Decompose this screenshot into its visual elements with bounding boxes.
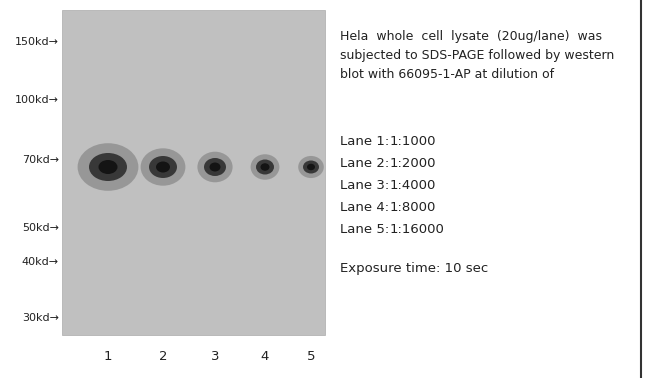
Text: 150kd→: 150kd→ bbox=[15, 37, 59, 47]
Text: 40kd→: 40kd→ bbox=[22, 257, 59, 267]
Ellipse shape bbox=[204, 158, 226, 176]
Text: 30kd→: 30kd→ bbox=[22, 313, 59, 323]
Text: Lane 5:: Lane 5: bbox=[340, 223, 389, 236]
Text: subjected to SDS-PAGE followed by western: subjected to SDS-PAGE followed by wester… bbox=[340, 49, 614, 62]
Ellipse shape bbox=[149, 156, 177, 178]
Ellipse shape bbox=[198, 152, 233, 182]
Text: Hela  whole  cell  lysate  (20ug/lane)  was: Hela whole cell lysate (20ug/lane) was bbox=[340, 30, 602, 43]
Text: Lane 1:: Lane 1: bbox=[340, 135, 389, 148]
Ellipse shape bbox=[89, 153, 127, 181]
Ellipse shape bbox=[99, 160, 118, 174]
Text: Exposure time: 10 sec: Exposure time: 10 sec bbox=[340, 262, 488, 275]
Text: Lane 3:: Lane 3: bbox=[340, 179, 389, 192]
Text: 1:4000: 1:4000 bbox=[390, 179, 436, 192]
Text: 70kd→: 70kd→ bbox=[22, 155, 59, 165]
Ellipse shape bbox=[298, 156, 324, 178]
Text: 1:2000: 1:2000 bbox=[390, 157, 437, 170]
Text: 3: 3 bbox=[211, 350, 219, 363]
Text: 2: 2 bbox=[159, 350, 167, 363]
Text: 5: 5 bbox=[307, 350, 315, 363]
Text: 1:1000: 1:1000 bbox=[390, 135, 437, 148]
Ellipse shape bbox=[256, 160, 274, 175]
Text: 100kd→: 100kd→ bbox=[15, 95, 59, 105]
Text: blot with 66095-1-AP at dilution of: blot with 66095-1-AP at dilution of bbox=[340, 68, 554, 81]
Text: 1:8000: 1:8000 bbox=[390, 201, 436, 214]
Ellipse shape bbox=[140, 148, 185, 186]
Text: Lane 4:: Lane 4: bbox=[340, 201, 389, 214]
Text: 1:16000: 1:16000 bbox=[390, 223, 445, 236]
Bar bbox=[62, 10, 325, 335]
Text: Lane 2:: Lane 2: bbox=[340, 157, 389, 170]
Ellipse shape bbox=[303, 161, 319, 174]
Ellipse shape bbox=[156, 161, 170, 172]
Ellipse shape bbox=[251, 154, 280, 180]
Ellipse shape bbox=[209, 163, 220, 172]
Text: 1: 1 bbox=[104, 350, 112, 363]
Text: 50kd→: 50kd→ bbox=[22, 223, 59, 233]
Ellipse shape bbox=[77, 143, 138, 191]
Text: 4: 4 bbox=[261, 350, 269, 363]
Ellipse shape bbox=[261, 163, 270, 171]
Ellipse shape bbox=[307, 164, 315, 170]
